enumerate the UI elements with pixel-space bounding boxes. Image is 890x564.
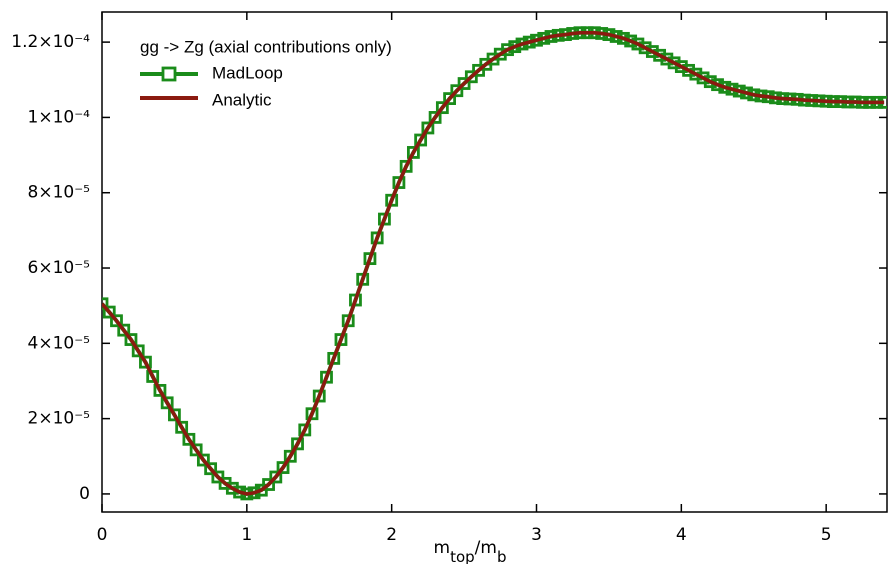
x-axis-label-part: top	[450, 548, 475, 564]
data-marker	[131, 344, 145, 358]
data-marker	[399, 159, 413, 173]
x-axis-label-part: b	[497, 548, 507, 564]
data-marker	[117, 323, 131, 337]
data-marker	[153, 383, 167, 397]
data-marker	[204, 462, 218, 476]
data-marker	[189, 443, 203, 457]
data-marker	[334, 333, 348, 346]
y-tick-label: 0	[79, 484, 90, 504]
x-tick-label: 3	[531, 525, 542, 545]
data-marker	[196, 453, 210, 467]
data-marker	[175, 420, 189, 434]
data-marker	[392, 176, 406, 189]
data-marker	[703, 75, 717, 89]
data-marker	[428, 111, 442, 124]
data-marker	[291, 437, 304, 451]
data-marker	[146, 370, 160, 383]
plot-frame	[101, 11, 888, 513]
x-axis-label-part: m	[434, 538, 451, 558]
legend-title: gg -> Zg (axial contributions only)	[140, 37, 392, 56]
data-marker	[124, 333, 138, 346]
data-marker	[102, 305, 116, 319]
data-marker	[414, 133, 428, 147]
data-marker	[283, 449, 297, 463]
data-marker	[298, 423, 312, 437]
y-tick-label: 1×10⁻⁴	[28, 107, 91, 127]
x-tick-label: 5	[821, 525, 832, 545]
data-marker	[378, 212, 391, 226]
data-marker	[435, 101, 449, 115]
plot-area	[102, 26, 887, 501]
data-marker	[312, 389, 326, 403]
data-marker	[443, 92, 457, 105]
data-marker	[168, 408, 181, 422]
legend-swatch-marker	[161, 66, 177, 82]
data-marker	[110, 314, 123, 328]
data-marker	[450, 84, 464, 98]
data-marker	[182, 432, 196, 446]
data-marker	[211, 470, 225, 484]
legend-label: Analytic	[212, 90, 272, 109]
y-tick-label: 8×10⁻⁵	[28, 183, 90, 203]
x-tick-label: 0	[97, 525, 108, 545]
y-tick-label: 1.2×10⁻⁴	[11, 32, 90, 52]
x-axis-label-part: /m	[475, 538, 497, 558]
x-tick-label: 2	[386, 525, 397, 545]
x-tick-label: 4	[676, 525, 687, 545]
data-marker	[102, 297, 109, 311]
x-tick-label: 1	[241, 525, 252, 545]
data-marker	[305, 407, 319, 421]
data-marker	[320, 370, 333, 384]
data-marker	[464, 70, 478, 84]
data-marker	[457, 77, 471, 90]
series-line	[102, 30, 885, 496]
data-marker	[160, 396, 174, 410]
legend-label: MadLoop	[212, 63, 283, 82]
data-marker	[327, 351, 341, 365]
data-marker	[276, 461, 290, 474]
data-marker	[385, 193, 399, 207]
data-marker	[262, 478, 275, 491]
y-tick-label: 6×10⁻⁵	[28, 258, 90, 278]
data-marker	[139, 355, 152, 369]
y-tick-label: 2×10⁻⁵	[28, 409, 90, 429]
data-marker	[421, 121, 435, 135]
data-marker	[501, 43, 514, 57]
data-marker	[269, 470, 283, 484]
y-tick-label: 4×10⁻⁵	[28, 333, 90, 353]
x-axis-label: mtop/mb	[434, 538, 507, 564]
data-marker	[406, 146, 420, 159]
